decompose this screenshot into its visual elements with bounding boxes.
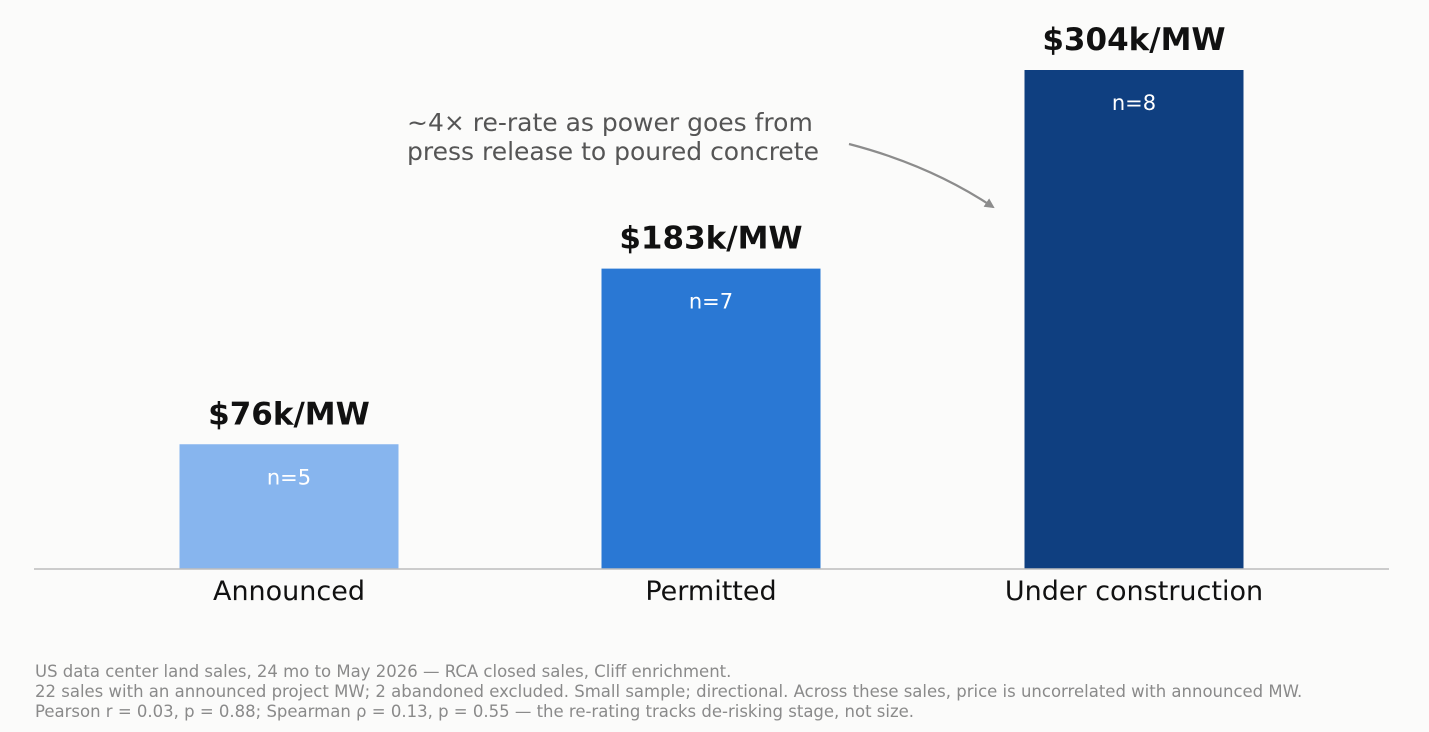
annotation-line: ~4× re-rate as power goes from: [407, 108, 813, 137]
annotation-text: ~4× re-rate as power goes from press rele…: [407, 108, 819, 166]
bar-under-construction: [1024, 70, 1244, 569]
bar-value-label: $183k/MW: [619, 221, 802, 257]
annotation-arrow: [848, 142, 995, 209]
bar-permitted: [601, 268, 821, 569]
bar-sample-size-label: n=7: [689, 290, 733, 314]
category-label: Under construction: [1005, 576, 1263, 607]
category-label: Announced: [213, 576, 365, 607]
bar-value-label: $304k/MW: [1042, 22, 1225, 58]
category-label: Permitted: [645, 576, 776, 607]
bar-sample-size-label: n=5: [267, 465, 311, 489]
annotation-line: press release to poured concrete: [407, 137, 819, 166]
bar-value-label: $76k/MW: [208, 396, 370, 432]
footnote: US data center land sales, 24 mo to May …: [35, 662, 1415, 722]
footnote-line: US data center land sales, 24 mo to May …: [35, 662, 732, 681]
bar-sample-size-label: n=8: [1112, 91, 1156, 115]
bar-chart: $76k/MW n=5 Announced $183k/MW n=7 Permitted $…: [34, 22, 1389, 607]
footnote-line: Pearson r = 0.03, p = 0.88; Spearman ρ =…: [35, 702, 915, 721]
footnote-line: 22 sales with an announced project MW; 2…: [35, 682, 1303, 701]
bar-announced: [179, 444, 399, 569]
